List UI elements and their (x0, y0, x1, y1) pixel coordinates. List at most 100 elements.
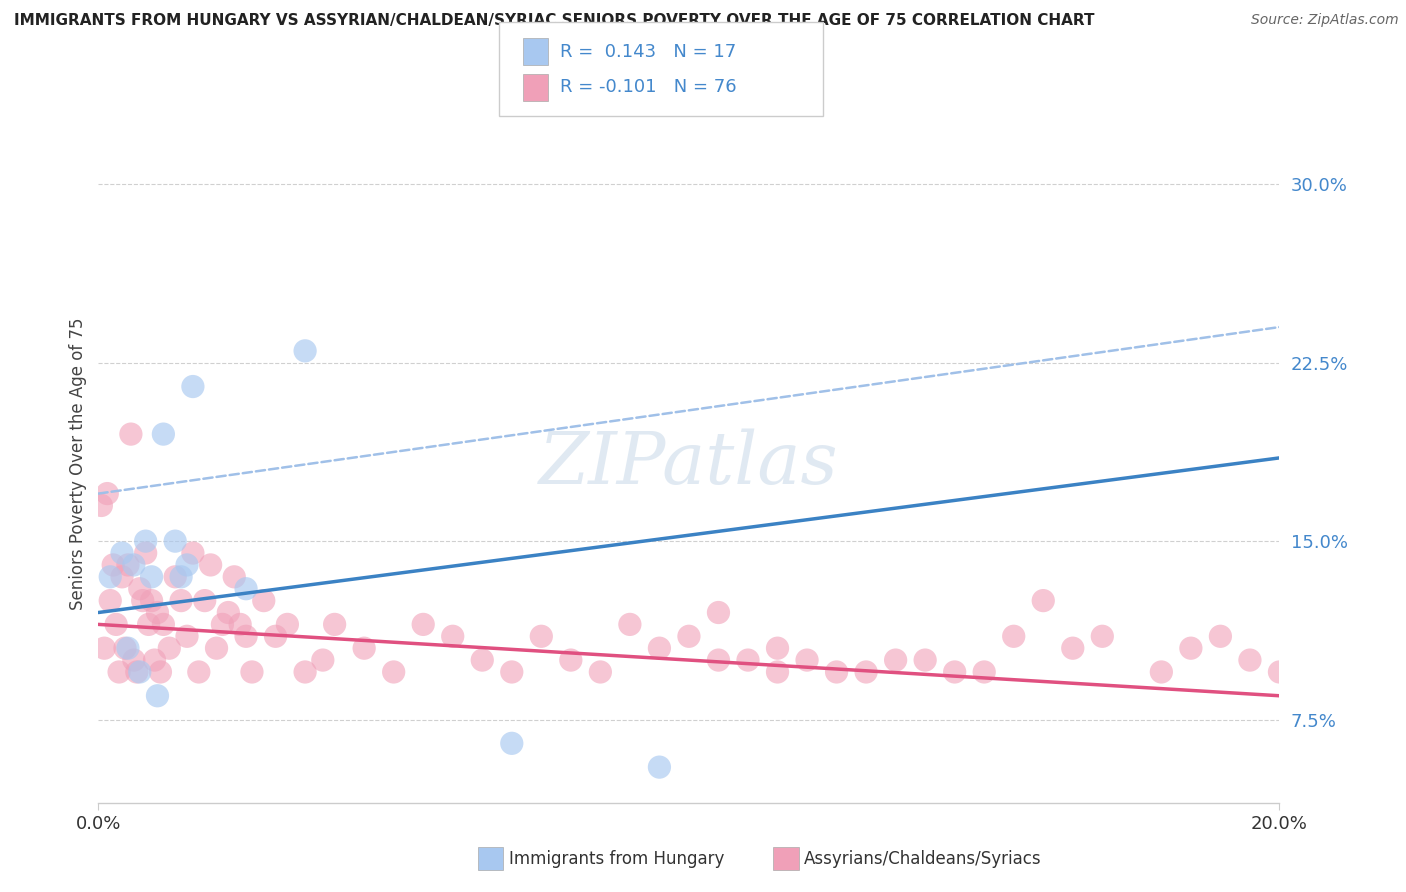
Y-axis label: Seniors Poverty Over the Age of 75: Seniors Poverty Over the Age of 75 (69, 318, 87, 610)
Point (105, 617, 128, 632)
Point (1150, 665, 1173, 679)
Point (149, 665, 172, 679)
Point (235, 582, 257, 596)
Point (146, 689, 169, 703)
Point (294, 665, 316, 679)
Point (229, 617, 252, 632)
Point (560, 653, 582, 667)
Point (157, 641, 180, 656)
Point (146, 606, 169, 620)
Point (235, 629, 257, 643)
Point (648, 641, 671, 656)
Point (98, 593, 121, 607)
Point (141, 570, 163, 584)
Point (114, 641, 136, 656)
Point (176, 629, 198, 643)
Point (194, 593, 217, 607)
Point (98, 570, 121, 584)
Text: R = -0.101   N = 76: R = -0.101 N = 76 (560, 78, 737, 96)
Point (176, 558, 198, 572)
Text: Assyrians/Chaldeans/Syriacs: Assyrians/Chaldeans/Syriacs (804, 850, 1042, 868)
Point (323, 617, 346, 632)
Point (707, 606, 730, 620)
Point (152, 427, 174, 442)
Point (138, 617, 160, 632)
Point (93, 641, 115, 656)
Point (1091, 629, 1114, 643)
Point (766, 665, 789, 679)
Point (120, 427, 142, 442)
Text: IMMIGRANTS FROM HUNGARY VS ASSYRIAN/CHALDEAN/SYRIAC SENIORS POVERTY OVER THE AGE: IMMIGRANTS FROM HUNGARY VS ASSYRIAN/CHAL… (14, 13, 1094, 29)
Point (125, 665, 148, 679)
Point (143, 653, 166, 667)
Point (122, 558, 145, 572)
Point (152, 617, 174, 632)
Point (90, 499, 112, 513)
Point (855, 665, 877, 679)
Point (678, 629, 700, 643)
Point (1268, 665, 1291, 679)
Point (211, 617, 233, 632)
Point (382, 665, 405, 679)
Point (1209, 629, 1232, 643)
Point (128, 582, 150, 596)
Point (766, 641, 789, 656)
Point (312, 653, 335, 667)
Point (1239, 653, 1261, 667)
Point (135, 546, 157, 560)
Point (122, 653, 145, 667)
Point (412, 617, 434, 632)
Point (707, 653, 730, 667)
Point (884, 653, 907, 667)
Point (796, 653, 818, 667)
Point (181, 546, 204, 560)
Point (294, 343, 316, 358)
Point (108, 665, 131, 679)
Text: R =  0.143   N = 17: R = 0.143 N = 17 (560, 43, 735, 61)
Point (181, 379, 204, 393)
Point (187, 665, 209, 679)
Point (1180, 641, 1202, 656)
Point (737, 653, 759, 667)
Point (1002, 629, 1025, 643)
Point (200, 558, 222, 572)
Point (135, 534, 157, 549)
Point (589, 665, 612, 679)
Point (501, 736, 523, 750)
Point (276, 617, 298, 632)
Text: ZIPatlas: ZIPatlas (538, 428, 839, 500)
Point (103, 558, 125, 572)
Point (501, 665, 523, 679)
Point (825, 665, 848, 679)
Point (648, 760, 671, 774)
Point (170, 570, 193, 584)
Point (973, 665, 995, 679)
Point (170, 593, 193, 607)
Point (441, 629, 464, 643)
Point (132, 593, 155, 607)
Point (217, 606, 239, 620)
Point (1062, 641, 1084, 656)
Point (471, 653, 494, 667)
Point (117, 558, 139, 572)
Point (165, 534, 187, 549)
Point (205, 641, 228, 656)
Point (128, 665, 150, 679)
Point (111, 546, 134, 560)
Point (117, 641, 139, 656)
Point (111, 570, 134, 584)
Point (240, 665, 263, 679)
Point (619, 617, 641, 632)
Point (253, 593, 276, 607)
Text: Immigrants from Hungary: Immigrants from Hungary (509, 850, 724, 868)
Point (141, 593, 163, 607)
Point (353, 641, 375, 656)
Point (165, 570, 187, 584)
Point (914, 653, 936, 667)
Point (96, 486, 118, 500)
Point (264, 629, 287, 643)
Point (943, 665, 966, 679)
Point (224, 570, 246, 584)
Point (530, 629, 553, 643)
Text: Source: ZipAtlas.com: Source: ZipAtlas.com (1251, 13, 1399, 28)
